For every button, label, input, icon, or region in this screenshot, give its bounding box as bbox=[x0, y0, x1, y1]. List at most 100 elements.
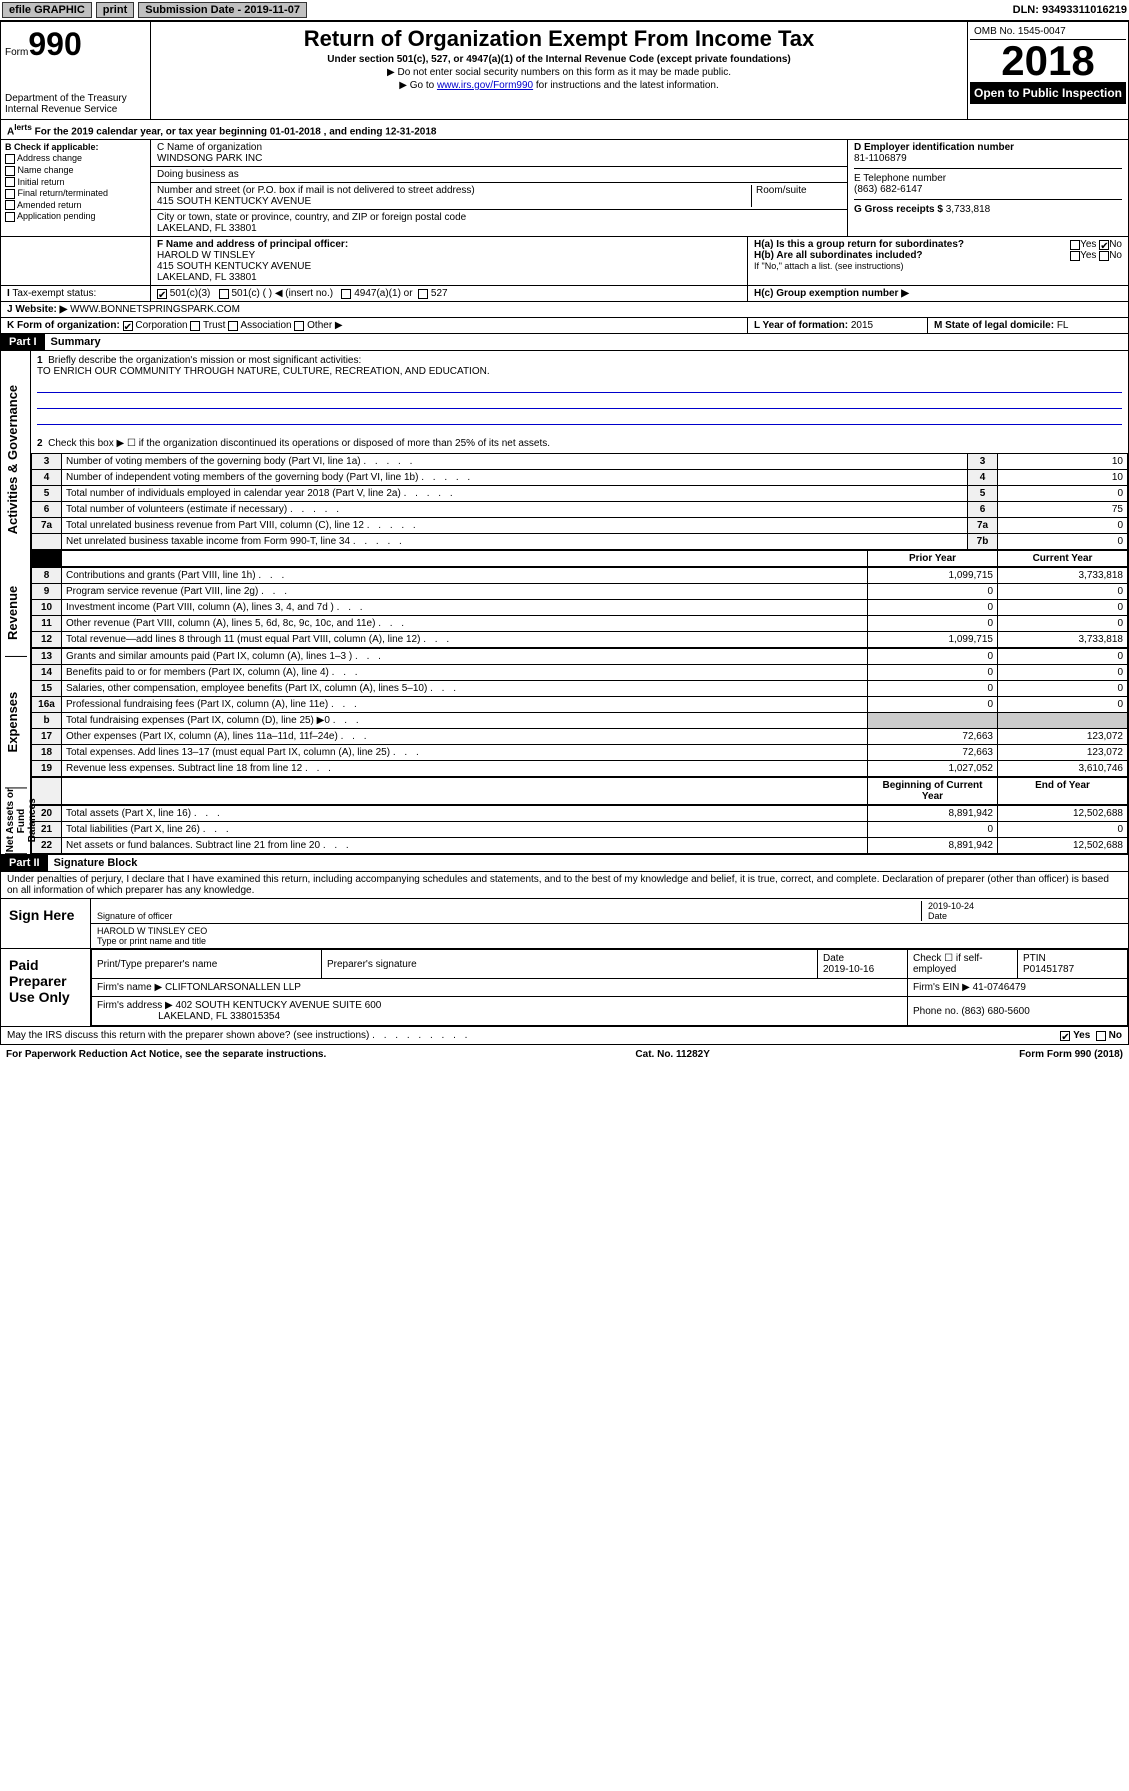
form-title: Return of Organization Exempt From Incom… bbox=[155, 26, 963, 52]
501c-checkbox[interactable] bbox=[219, 289, 229, 299]
ein-label: D Employer identification number bbox=[854, 142, 1014, 153]
part1-header-row: Part I Summary bbox=[0, 334, 1129, 351]
date-label: Date bbox=[928, 911, 947, 921]
officer-name: HAROLD W TINSLEY bbox=[157, 250, 255, 261]
table-row: 15Salaries, other compensation, employee… bbox=[32, 681, 1128, 697]
table-row: Net unrelated business taxable income fr… bbox=[32, 534, 1128, 550]
ha-yes-checkbox[interactable] bbox=[1070, 240, 1080, 250]
ha-label: H(a) Is this a group return for subordin… bbox=[754, 239, 964, 250]
discuss-yes-checkbox[interactable] bbox=[1060, 1031, 1070, 1041]
irs-link[interactable]: www.irs.gov/Form990 bbox=[437, 80, 533, 91]
name-title-label: Type or print name and title bbox=[97, 936, 206, 946]
paid-prep-label: Paid Preparer Use Only bbox=[1, 949, 91, 1026]
officer-label: F Name and address of principal officer: bbox=[157, 239, 348, 250]
ptin-label: PTIN bbox=[1023, 953, 1046, 964]
identity-section: B Check if applicable: Address change Na… bbox=[0, 140, 1129, 237]
part1-title: Summary bbox=[45, 334, 107, 350]
dept-text: Department of the Treasury Internal Reve… bbox=[5, 93, 146, 115]
table-row: 22Net assets or fund balances. Subtract … bbox=[32, 838, 1128, 854]
table-row: 9Program service revenue (Part VIII, lin… bbox=[32, 584, 1128, 600]
firm-addr: 402 SOUTH KENTUCKY AVENUE SUITE 600 bbox=[176, 1000, 382, 1011]
table-row: 11Other revenue (Part VIII, column (A), … bbox=[32, 616, 1128, 632]
other-checkbox[interactable] bbox=[294, 321, 304, 331]
527-checkbox[interactable] bbox=[418, 289, 428, 299]
tax-status-label: Tax-exempt status: bbox=[12, 288, 96, 299]
officer-city: LAKELAND, FL 33801 bbox=[157, 272, 257, 283]
efile-button[interactable]: efile GRAPHIC bbox=[2, 2, 92, 18]
table-row: 7aTotal unrelated business revenue from … bbox=[32, 518, 1128, 534]
note-ssn: ▶ Do not enter social security numbers o… bbox=[155, 67, 963, 78]
table-row: 8Contributions and grants (Part VIII, li… bbox=[32, 568, 1128, 584]
firm-addr-label: Firm's address ▶ bbox=[97, 1000, 173, 1011]
mission-text: TO ENRICH OUR COMMUNITY THROUGH NATURE, … bbox=[37, 366, 490, 377]
year-box: OMB No. 1545-0047 2018 Open to Public In… bbox=[968, 22, 1128, 119]
note-link: ▶ Go to www.irs.gov/Form990 for instruct… bbox=[155, 80, 963, 91]
box-b: B Check if applicable: Address change Na… bbox=[1, 140, 151, 236]
city-label: City or town, state or province, country… bbox=[157, 212, 466, 223]
table-row: 6Total number of volunteers (estimate if… bbox=[32, 502, 1128, 518]
hc-label: H(c) Group exemption number ▶ bbox=[754, 288, 909, 299]
year-form-val: 2015 bbox=[851, 320, 873, 331]
prep-name-label: Print/Type preparer's name bbox=[92, 950, 322, 979]
hb-no-checkbox[interactable] bbox=[1099, 251, 1109, 261]
rev-header: bPrior YearCurrent Year bbox=[31, 550, 1128, 567]
row-j: J Website: ▶ WWW.BONNETSPRINGSPARK.COM bbox=[0, 302, 1129, 318]
form-header: Form990 Department of the Treasury Inter… bbox=[0, 21, 1129, 120]
sign-here-block: Sign Here Signature of officer2019-10-24… bbox=[0, 899, 1129, 949]
side-exp: Expenses bbox=[5, 657, 27, 788]
phone: (863) 682-6147 bbox=[854, 184, 922, 195]
ptin: P01451787 bbox=[1023, 964, 1074, 975]
sign-here-label: Sign Here bbox=[1, 899, 91, 948]
table-row: 17Other expenses (Part IX, column (A), l… bbox=[32, 729, 1128, 745]
discuss-row: May the IRS discuss this return with the… bbox=[0, 1027, 1129, 1045]
box-b-item[interactable]: Address change bbox=[5, 153, 146, 164]
col-beg: Beginning of Current Year bbox=[868, 778, 998, 805]
col-end: End of Year bbox=[998, 778, 1128, 805]
submission-date-box: Submission Date - 2019-11-07 bbox=[138, 2, 307, 18]
corp-checkbox[interactable] bbox=[123, 321, 133, 331]
l2-text: Check this box ▶ ☐ if the organization d… bbox=[48, 438, 550, 449]
officer-name-title: HAROLD W TINSLEY CEO bbox=[97, 926, 207, 936]
footer: For Paperwork Reduction Act Notice, see … bbox=[0, 1045, 1129, 1064]
addr: 415 SOUTH KENTUCKY AVENUE bbox=[157, 196, 311, 207]
side-rev: Revenue bbox=[5, 569, 27, 657]
addr-label: Number and street (or P.O. box if mail i… bbox=[157, 185, 475, 196]
row-f-h: F Name and address of principal officer:… bbox=[0, 237, 1129, 286]
rev-table: 8Contributions and grants (Part VIII, li… bbox=[31, 567, 1128, 648]
phone-label: E Telephone number bbox=[854, 173, 946, 184]
assoc-checkbox[interactable] bbox=[228, 321, 238, 331]
print-button[interactable]: print bbox=[96, 2, 134, 18]
perjury-text: Under penalties of perjury, I declare th… bbox=[0, 872, 1129, 899]
discuss-no-checkbox[interactable] bbox=[1096, 1031, 1106, 1041]
box-b-item[interactable]: Final return/terminated bbox=[5, 188, 146, 199]
form-num: 990 bbox=[28, 26, 81, 62]
part2-header-row: Part II Signature Block bbox=[0, 855, 1129, 872]
gov-table: 3Number of voting members of the governi… bbox=[31, 453, 1128, 550]
box-b-item[interactable]: Name change bbox=[5, 165, 146, 176]
mission-line bbox=[37, 379, 1122, 393]
firm-phone: (863) 680-5600 bbox=[961, 1006, 1029, 1017]
table-row: 20Total assets (Part X, line 16) . . .8,… bbox=[32, 806, 1128, 822]
paid-preparer-block: Paid Preparer Use Only Print/Type prepar… bbox=[0, 949, 1129, 1027]
part2-header: Part II bbox=[1, 855, 48, 871]
firm-phone-label: Phone no. bbox=[913, 1006, 959, 1017]
state-label: M State of legal domicile: bbox=[934, 320, 1054, 331]
box-b-item[interactable]: Application pending bbox=[5, 211, 146, 222]
501c3-checkbox[interactable] bbox=[157, 289, 167, 299]
firm-ein-label: Firm's EIN ▶ bbox=[913, 982, 970, 993]
box-b-item[interactable]: Amended return bbox=[5, 200, 146, 211]
table-row: 18Total expenses. Add lines 13–17 (must … bbox=[32, 745, 1128, 761]
table-row: bTotal fundraising expenses (Part IX, co… bbox=[32, 713, 1128, 729]
table-row: 21Total liabilities (Part X, line 26) . … bbox=[32, 822, 1128, 838]
box-b-item[interactable]: Initial return bbox=[5, 177, 146, 188]
row-k-l-m: K Form of organization: Corporation Trus… bbox=[0, 318, 1129, 334]
trust-checkbox[interactable] bbox=[190, 321, 200, 331]
website-val: WWW.BONNETSPRINGSPARK.COM bbox=[70, 304, 240, 315]
period-row: Alerts For the 2019 calendar year, or ta… bbox=[0, 120, 1129, 140]
net-header: Beginning of Current YearEnd of Year bbox=[31, 777, 1128, 805]
ha-no-checkbox[interactable] bbox=[1099, 240, 1109, 250]
4947-checkbox[interactable] bbox=[341, 289, 351, 299]
hb-yes-checkbox[interactable] bbox=[1070, 251, 1080, 261]
side-labels: Activities & Governance Revenue Expenses… bbox=[1, 351, 31, 854]
part1-header: Part I bbox=[1, 334, 45, 350]
